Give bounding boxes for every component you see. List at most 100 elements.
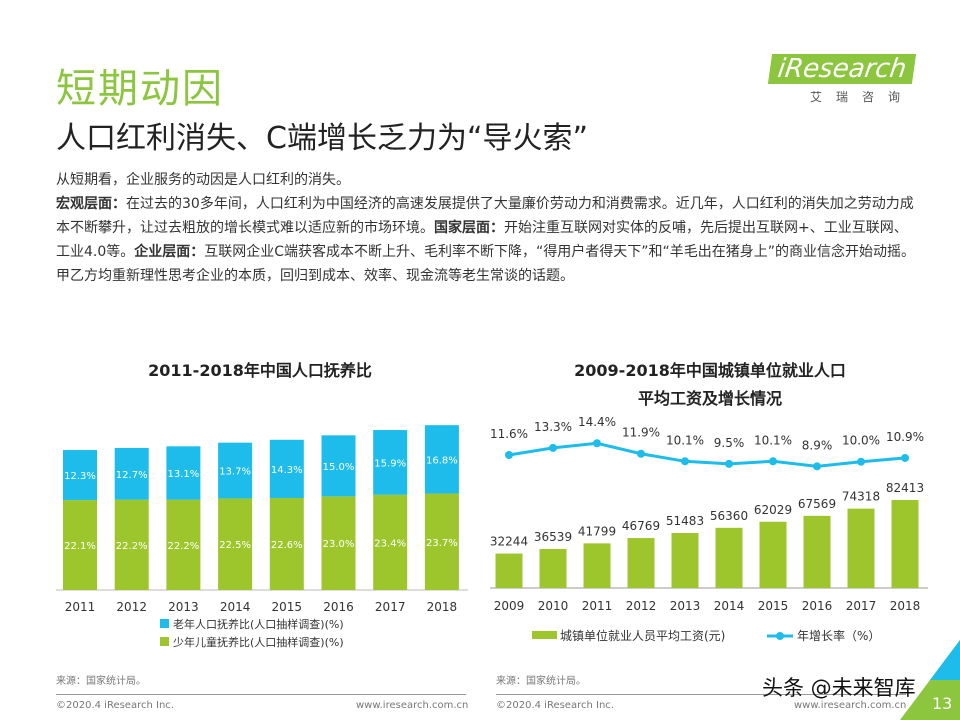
iresearch-logo: iResearch 艾瑞咨询 (767, 54, 917, 105)
legend-label: 少年儿童抚养比(人口抽样调查)(%) (173, 635, 344, 649)
growth-label: 11.9% (622, 426, 660, 440)
bar-segment (373, 430, 408, 495)
growth-point (901, 453, 909, 462)
bar-value-label: 32244 (490, 535, 528, 549)
growth-label: 10.1% (754, 433, 792, 447)
right-chart-title: 2009-2018年中国城镇单位就业人口 平均工资及增长情况 (490, 357, 930, 413)
bar-value-label: 74318 (842, 490, 880, 504)
bar-value-label: 36539 (534, 530, 572, 544)
bar-segment (321, 435, 356, 497)
legend-swatch (160, 637, 169, 646)
x-tick-label: 2013 (168, 600, 199, 614)
wage-bar (715, 527, 743, 588)
data-label: 22.6% (271, 540, 303, 551)
bar-value-label: 67569 (798, 497, 836, 511)
growth-point (857, 457, 865, 466)
legend-swatch-bar (532, 631, 557, 639)
growth-label: 10.1% (666, 433, 704, 447)
x-tick-label: 2012 (626, 599, 657, 613)
nation-label: 国家层面： (434, 220, 504, 236)
data-label: 23.7% (426, 538, 458, 549)
x-tick-label: 2017 (375, 600, 406, 614)
legend-swatch (160, 619, 169, 628)
bar-segment (424, 493, 459, 590)
right-source: 来源：国家统计局。 (496, 676, 586, 687)
bar-segment (218, 442, 253, 499)
macro-text: 在过去的30多年间，人口红利为中国经济的高速发展提供了大量廉价劳动力和消费需求。… (56, 196, 914, 236)
wage-bar (891, 500, 919, 588)
growth-label: 8.9% (802, 438, 833, 452)
wage-bar (583, 543, 611, 588)
logo-cn: 艾瑞咨询 (809, 90, 914, 104)
growth-line (508, 441, 906, 468)
legend-label-line: 年增长率（%） (797, 628, 880, 643)
enterprise-text: 互联网企业C端获客成本不断上升、毛利率不断下降，“得用户者得天下”和“羊毛出在猪… (56, 244, 916, 284)
data-label: 23.4% (374, 538, 406, 549)
data-label: 15.9% (374, 458, 406, 469)
bar-value-label: 62029 (754, 503, 792, 517)
bar-segment (218, 498, 253, 590)
x-tick-label: 2014 (714, 599, 745, 613)
bar-value-label: 46769 (622, 519, 660, 533)
right-chart-title-line1: 2009-2018年中国城镇单位就业人口 (574, 361, 846, 380)
macro-label: 宏观层面： (56, 196, 126, 212)
page-subtitle: 人口红利消失、C端增长乏力为“导火索” (56, 121, 589, 156)
footer-divider-right (496, 694, 906, 695)
legend-label-bar: 城镇单位就业人员平均工资(元) (560, 628, 725, 643)
right-chart-title-line2: 平均工资及增长情况 (637, 389, 782, 408)
data-label: 22.2% (168, 541, 200, 552)
data-label: 15.0% (323, 462, 355, 473)
x-tick-label: 2010 (538, 599, 569, 613)
page-number: 13 (932, 694, 953, 713)
x-tick-label: 2017 (846, 599, 877, 613)
growth-label: 10.9% (886, 430, 924, 444)
footer-divider-left (56, 694, 466, 695)
bar-segment (269, 439, 304, 499)
data-label: 22.1% (64, 541, 96, 552)
wage-bar (759, 521, 787, 588)
x-tick-label: 2012 (116, 600, 147, 614)
growth-point (549, 443, 557, 452)
data-label: 22.5% (219, 540, 251, 551)
bar-segment (114, 499, 149, 590)
dependency-ratio-chart: 22.1% 12.3% 2011 22.2% 12.7% 2012 22.2% 13.1% 20… (56, 425, 468, 649)
growth-point (769, 457, 777, 466)
bar-segment (63, 500, 97, 590)
growth-label: 13.3% (534, 420, 572, 434)
bar-value-label: 56360 (710, 509, 748, 523)
wage-chart: 32244 11.6% 2009 36539 13.3% 2010 41799 14.4% 20… (490, 415, 928, 643)
growth-point (637, 449, 645, 458)
data-label: 14.3% (271, 465, 303, 476)
watermark: 头条 @未来智库 (762, 676, 916, 700)
bar-segment (63, 449, 97, 501)
bar-value-label: 41799 (578, 524, 616, 538)
wage-bar (803, 515, 831, 588)
url-left: www.iresearch.com.cn (356, 700, 469, 711)
x-tick-label: 2018 (890, 599, 921, 613)
data-label: 13.1% (168, 469, 200, 480)
wage-bar (627, 538, 655, 588)
x-tick-label: 2016 (802, 599, 833, 613)
legend-swatch-dot (776, 632, 784, 640)
bar-value-label: 82413 (886, 481, 924, 495)
data-label: 12.7% (116, 470, 148, 481)
data-label: 12.3% (64, 471, 96, 482)
growth-label: 9.5% (714, 436, 745, 450)
x-tick-label: 2015 (758, 599, 789, 613)
left-source: 来源：国家统计局。 (56, 676, 146, 687)
data-label: 13.7% (219, 467, 251, 478)
x-tick-label: 2016 (323, 600, 354, 614)
copyright-left: ©2020.4 iResearch Inc. (56, 700, 174, 711)
legend-label: 老年人口抚养比(人口抽样调查)(%) (173, 617, 344, 631)
x-tick-label: 2013 (670, 599, 701, 613)
copyright-right: ©2020.4 iResearch Inc. (496, 700, 614, 711)
intro-line: 从短期看，企业服务的动因是人口红利的消失。 (56, 172, 350, 188)
page-title: 短期动因 (56, 66, 224, 112)
x-tick-label: 2009 (494, 599, 525, 613)
growth-label: 10.0% (842, 434, 880, 448)
x-tick-label: 2014 (220, 600, 251, 614)
growth-label: 11.6% (490, 427, 528, 441)
bar-segment (321, 496, 356, 590)
wage-bar (671, 533, 699, 588)
bar-value-label: 51483 (666, 514, 704, 528)
